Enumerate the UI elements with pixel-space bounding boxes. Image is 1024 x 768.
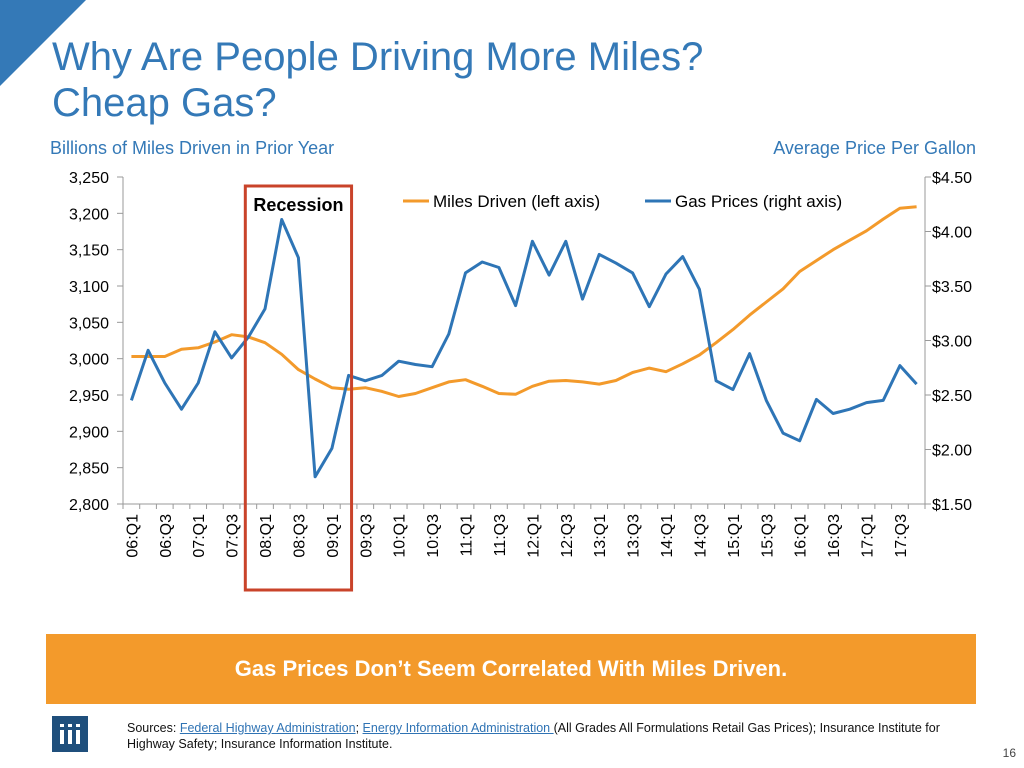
sources-note: Sources: Federal Highway Administration;…: [127, 720, 987, 752]
title-line-1: Why Are People Driving More Miles?: [52, 35, 704, 79]
x-axis-tick-label: 17:Q3: [893, 514, 910, 558]
x-axis-tick-label: 10:Q3: [425, 514, 442, 558]
left-axis-tick-label: 3,100: [69, 279, 109, 296]
miles-driven-line: [131, 205, 917, 398]
corner-decoration: [0, 0, 86, 86]
page-title: Why Are People Driving More Miles? Cheap…: [52, 34, 703, 126]
x-axis-tick-label: 06:Q1: [124, 514, 141, 558]
iii-logo: [52, 716, 88, 752]
x-axis-tick-label: 16:Q3: [826, 514, 843, 558]
x-axis-tick-label: 11:Q3: [492, 514, 509, 557]
recession-box: [243, 184, 354, 592]
left-axis-tick-label: 3,150: [69, 243, 109, 260]
right-axis-tick-label: $4.50: [932, 170, 972, 187]
x-axis-tick-label: 15:Q1: [726, 514, 743, 558]
sources-rest: (All Grades All Formulations Retail Gas …: [127, 721, 940, 751]
x-axis-tick-label: 08:Q1: [258, 514, 275, 558]
left-axis-tick-label: 2,850: [69, 461, 109, 478]
sources-separator: ;: [355, 721, 363, 735]
x-axis-tick-label: 17:Q1: [860, 514, 877, 558]
right-axis-tick-label: $1.50: [932, 497, 972, 514]
left-axis-tick-label: 2,900: [69, 424, 109, 441]
left-axis-tick-label: 3,000: [69, 352, 109, 369]
left-axis-tick-label: 3,250: [69, 170, 109, 187]
right-axis-tick-label: $2.50: [932, 388, 972, 405]
x-axis-tick-label: 11:Q1: [459, 514, 476, 557]
x-axis-tick-label: 15:Q3: [759, 514, 776, 558]
sources-prefix: Sources:: [127, 721, 180, 735]
x-axis-tick-label: 12:Q1: [525, 514, 542, 558]
x-axis-tick-label: 08:Q3: [291, 514, 308, 558]
x-axis-tick-label: 13:Q1: [592, 514, 609, 558]
x-axis-tick-label: 12:Q3: [559, 514, 576, 558]
logo-mark-icon: [60, 724, 80, 744]
right-axis-tick-label: $2.00: [932, 443, 972, 460]
right-axis-tick-label: $3.50: [932, 279, 972, 296]
eia-link[interactable]: Energy Information Administration: [362, 721, 554, 735]
recession-label: Recession: [253, 195, 343, 215]
x-axis-tick-label: 07:Q3: [225, 514, 242, 558]
banner-text: Gas Prices Don’t Seem Correlated With Mi…: [234, 656, 788, 681]
right-axis-tick-label: $3.00: [932, 334, 972, 351]
left-axis-tick-label: 3,200: [69, 206, 109, 223]
title-line-2: Cheap Gas?: [52, 81, 277, 125]
x-axis-tick-label: 06:Q3: [158, 514, 175, 558]
x-axis-tick-label: 13:Q3: [626, 514, 643, 558]
right-axis-caption: Average Price Per Gallon: [773, 138, 976, 158]
line-chart: 2,800 2,850 2,900 2,950 3,000 3,050 3,100 3,150…: [69, 170, 972, 592]
left-axis-tick-label: 2,800: [69, 497, 109, 514]
x-axis-tick-label: 14:Q1: [659, 514, 676, 558]
takeaway-banner: Gas Prices Don’t Seem Correlated With Mi…: [46, 634, 976, 704]
x-axis-tick-label: 09:Q3: [358, 514, 375, 558]
x-axis-tick-label: 10:Q1: [392, 514, 409, 558]
left-axis-tick-label: 2,950: [69, 388, 109, 405]
x-axis-tick-label: 07:Q1: [191, 514, 208, 558]
left-axis-tick-label: 3,050: [69, 315, 109, 332]
x-axis-tick-label: 09:Q1: [325, 514, 342, 558]
x-axis-tick-label: 16:Q1: [793, 514, 810, 558]
page-number: 16: [1002, 746, 1016, 760]
legend-label: Gas Prices (right axis): [675, 192, 842, 211]
gas-prices-line: [129, 218, 918, 479]
fhwa-link[interactable]: Federal Highway Administration: [179, 721, 356, 735]
x-axis-tick-label: 14:Q3: [692, 514, 709, 558]
legend-label: Miles Driven (left axis): [433, 192, 600, 211]
right-axis-tick-label: $4.00: [932, 225, 972, 242]
left-axis-caption: Billions of Miles Driven in Prior Year: [50, 138, 335, 158]
